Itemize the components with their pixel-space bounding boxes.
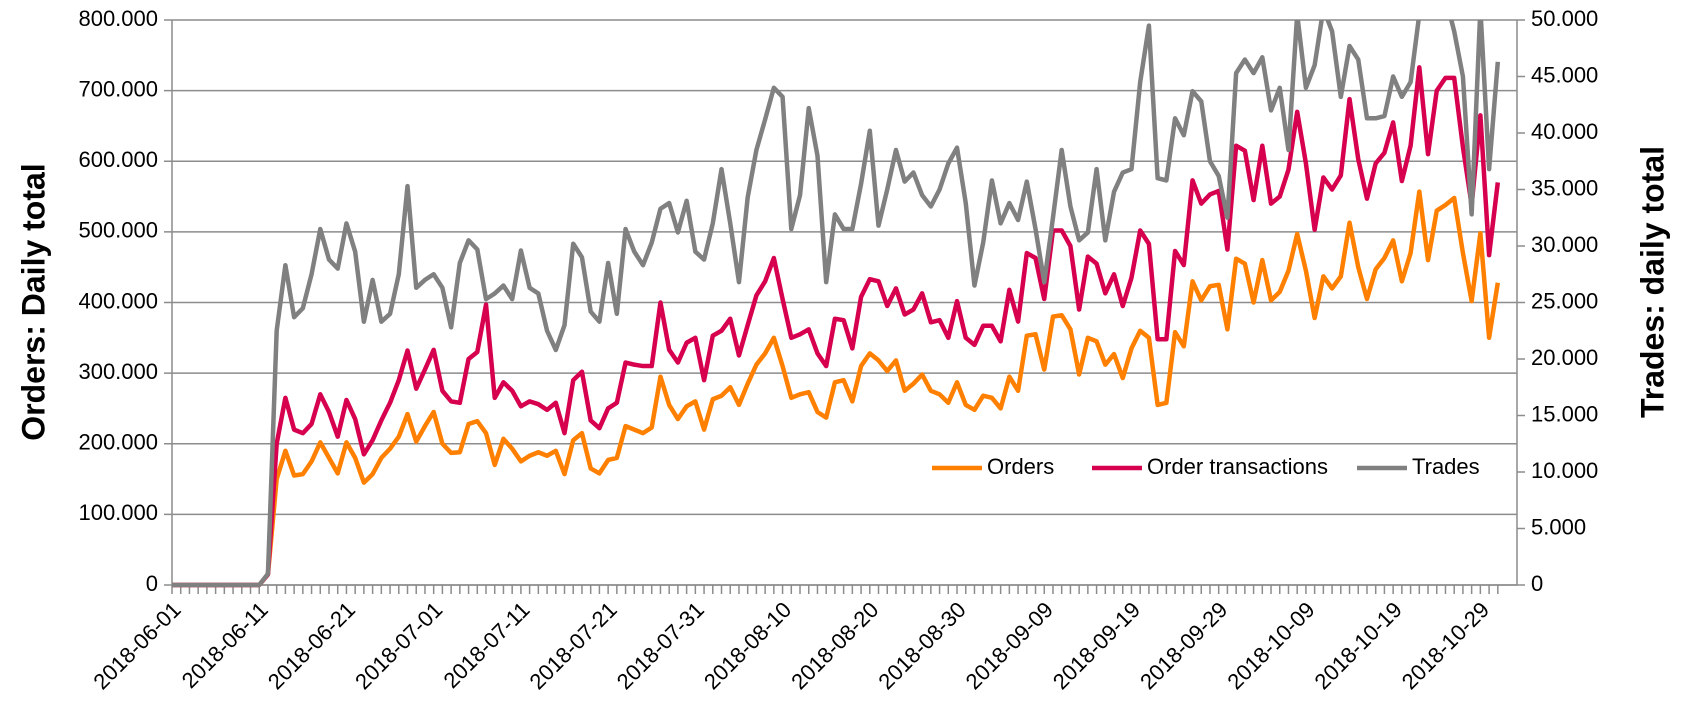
y-tick-label: 0 [146,571,158,596]
legend-label: Trades [1412,454,1480,479]
y2-tick-label: 5.000 [1531,514,1586,539]
x-tick-label: 2018-07-21 [525,597,622,694]
y-tick-label: 100.000 [78,500,158,525]
y2-tick-label: 0 [1531,571,1543,596]
x-tick-label: 2018-10-29 [1397,597,1494,694]
plot-area [172,20,1501,588]
x-tick-label: 2018-06-21 [263,597,360,694]
y-tick-label: 600.000 [78,147,158,172]
series-line [172,189,1501,588]
x-tick-label: 2018-06-01 [88,597,185,694]
y-tick-label: 400.000 [78,288,158,313]
legend-label: Order transactions [1147,454,1328,479]
y2-tick-label: 50.000 [1531,6,1598,31]
x-tick-label: 2018-10-09 [1222,597,1319,694]
x-tick-label: 2018-07-01 [350,597,447,694]
x-tick-label: 2018-09-19 [1048,597,1145,694]
x-tick-label: 2018-09-29 [1135,597,1232,694]
y2-tick-label: 10.000 [1531,458,1598,483]
y2-axis-title: Trades: daily total [1634,146,1670,418]
y2-tick-label: 40.000 [1531,119,1598,144]
y-tick-label: 700.000 [78,76,158,101]
x-tick-label: 2018-08-10 [699,597,796,694]
series-line [172,20,1501,588]
y2-tick-label: 30.000 [1531,232,1598,257]
legend-label: Orders [987,454,1054,479]
x-tick-label: 2018-09-09 [961,597,1058,694]
x-tick-label: 2018-07-11 [438,597,534,693]
y-tick-label: 300.000 [78,359,158,384]
y2-tick-label: 25.000 [1531,288,1598,313]
y-tick-label: 500.000 [78,218,158,243]
y-tick-label: 800.000 [78,6,158,31]
x-tick-label: 2018-08-20 [786,597,883,694]
y2-tick-label: 15.000 [1531,401,1598,426]
series-line [172,65,1501,588]
x-tick-label: 2018-07-31 [612,597,709,694]
x-tick-label: 2018-10-19 [1310,597,1407,694]
y-tick-label: 200.000 [78,430,158,455]
x-tick-label: 2018-06-11 [177,597,273,693]
y-axis-title: Orders: Daily total [15,163,51,440]
x-tick-label: 2018-08-30 [873,597,970,694]
y2-tick-label: 45.000 [1531,62,1598,87]
y2-tick-label: 35.000 [1531,175,1598,200]
y2-tick-label: 20.000 [1531,345,1598,370]
